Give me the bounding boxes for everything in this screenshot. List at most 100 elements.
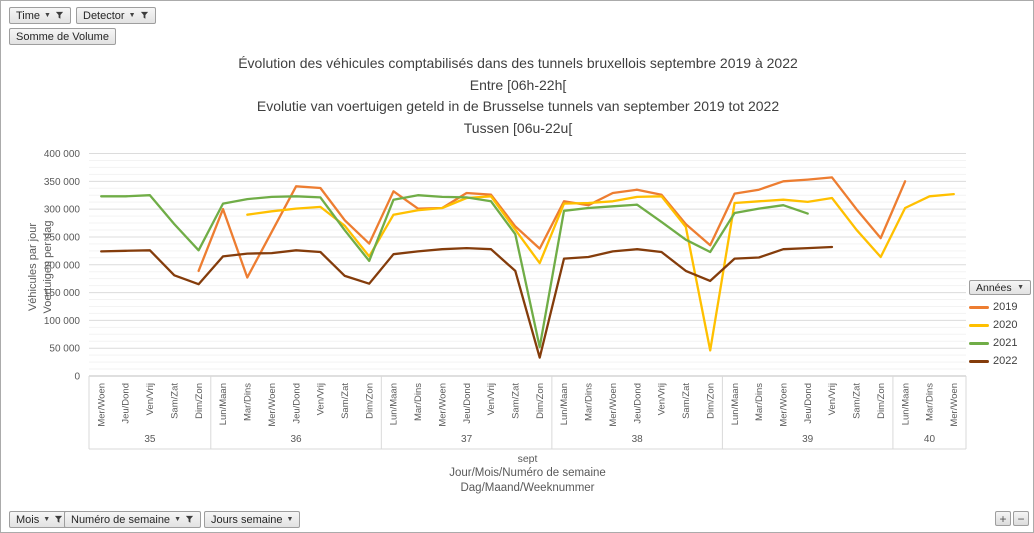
- filter-button-jours-label: Jours semaine: [211, 513, 283, 526]
- filter-button-mois-label: Mois: [16, 513, 40, 526]
- category-label: Dim/Zon: [364, 383, 375, 419]
- y-tick-label: 400 000: [44, 149, 81, 160]
- legend-item-2021: 2021: [969, 334, 1031, 352]
- legend-item-2020: 2020: [969, 316, 1031, 334]
- y-axis-title: Véhicules par jour Voertuigen per dag: [26, 221, 56, 314]
- category-label: Jeu/Dond: [121, 383, 132, 424]
- filter-funnel-icon: [55, 11, 64, 19]
- category-label: Mar/Dins: [413, 383, 424, 421]
- expand-button[interactable]: +: [995, 511, 1011, 526]
- category-label: Mer/Woen: [778, 383, 789, 427]
- category-label: Mar/Dins: [243, 383, 254, 421]
- category-label: Mer/Woen: [267, 383, 278, 427]
- category-label: Sam/Zat: [681, 383, 692, 419]
- filter-button-numero-label: Numéro de semaine: [71, 513, 171, 526]
- legend-label-2021: 2021: [993, 337, 1018, 349]
- y-axis-title-line-2: Voertuigen per dag: [42, 220, 54, 314]
- y-tick-label: 0: [74, 372, 80, 383]
- y-tick-label: 350 000: [44, 177, 81, 188]
- category-label: Lun/Maan: [389, 383, 400, 425]
- week-number-label: 38: [632, 434, 644, 445]
- chart-title-line-3: Evolutie van voertuigen geteld in de Bru…: [256, 98, 780, 114]
- category-label: Lun/Maan: [559, 383, 570, 425]
- series-line-2021: [100, 194, 809, 349]
- filter-funnel-icon: [185, 515, 194, 523]
- legend-swatch-2022: [969, 359, 989, 363]
- dropdown-arrow-icon: ▼: [174, 516, 181, 523]
- legend-label-2020: 2020: [993, 319, 1018, 331]
- filter-button-numero-de-semaine[interactable]: Numéro de semaine ▼: [64, 511, 201, 528]
- x-axis-title-fr: Jour/Mois/Numéro de semaine: [449, 467, 606, 479]
- dropdown-arrow-icon: ▼: [44, 12, 51, 19]
- filter-button-time-label: Time: [16, 9, 41, 22]
- value-field-button[interactable]: Somme de Volume: [9, 28, 116, 45]
- category-label: Mar/Dins: [925, 383, 936, 421]
- filter-button-detector-label: Detector: [83, 9, 125, 22]
- series-line-2022: [100, 245, 834, 359]
- dropdown-arrow-icon: ▼: [286, 516, 294, 523]
- category-label: Jeu/Dond: [632, 383, 643, 424]
- week-number-label: 35: [144, 434, 156, 445]
- y-tick-label: 50 000: [49, 344, 80, 355]
- category-label: Mer/Woen: [437, 383, 448, 427]
- category-label: Lun/Maan: [218, 383, 229, 425]
- series-line-2020: [246, 192, 955, 352]
- category-label: Ven/Vrij: [657, 383, 668, 415]
- category-label: Ven/Vrij: [486, 383, 497, 415]
- category-label: Jeu/Dond: [803, 383, 814, 424]
- chart-title-line-2: Entre [06h-22h[: [469, 77, 567, 93]
- legend-item-2019: 2019: [969, 298, 1031, 316]
- chart-title-line-4: Tussen [06u-22u[: [463, 120, 573, 136]
- filter-button-mois[interactable]: Mois ▼: [9, 511, 71, 528]
- plus-icon: +: [999, 511, 1007, 526]
- legend-filter-button-annees[interactable]: Années ▼: [969, 280, 1031, 295]
- category-label: Sam/Zat: [169, 383, 180, 419]
- filter-button-time[interactable]: Time ▼: [9, 7, 71, 24]
- legend: Années ▼ 2019 2020 2021 2022: [969, 280, 1031, 370]
- filter-button-jours-semaine[interactable]: Jours semaine ▼: [204, 511, 301, 528]
- legend-filter-label: Années: [976, 281, 1012, 294]
- filter-button-detector[interactable]: Detector ▼: [76, 7, 156, 24]
- minus-icon: −: [1017, 511, 1025, 526]
- week-number-label: 37: [461, 434, 473, 445]
- legend-item-2022: 2022: [969, 352, 1031, 370]
- week-number-label: 36: [291, 434, 303, 445]
- category-label: Mer/Woen: [608, 383, 619, 427]
- category-label: Sam/Zat: [511, 383, 522, 419]
- category-label: Dim/Zon: [194, 383, 205, 419]
- x-axis-title-nl: Dag/Maand/Weeknummer: [460, 482, 595, 494]
- category-label: Dim/Zon: [535, 383, 546, 419]
- dropdown-arrow-icon: ▼: [43, 516, 51, 523]
- legend-swatch-2021: [969, 341, 989, 345]
- series-line-2019: [197, 176, 907, 279]
- category-label: Ven/Vrij: [145, 383, 156, 415]
- week-number-label: 40: [924, 434, 936, 445]
- category-label: Sam/Zat: [852, 383, 863, 419]
- dropdown-arrow-icon: ▼: [1017, 284, 1024, 291]
- category-label: Ven/Vrij: [827, 383, 838, 415]
- legend-swatch-2019: [969, 305, 989, 309]
- category-label: Mer/Woen: [96, 383, 107, 427]
- dropdown-arrow-icon: ▼: [128, 12, 136, 19]
- filter-funnel-icon: [140, 11, 148, 19]
- collapse-button[interactable]: −: [1013, 511, 1029, 526]
- category-label: Mer/Woen: [949, 383, 960, 427]
- y-tick-label: 100 000: [44, 316, 81, 327]
- category-label: Jeu/Dond: [462, 383, 473, 424]
- category-label: Sam/Zat: [340, 383, 351, 419]
- filter-funnel-icon: [55, 515, 63, 523]
- x-axis-month-label: sept: [517, 453, 538, 465]
- y-axis-title-line-1: Véhicules par jour: [27, 222, 39, 312]
- legend-label-2019: 2019: [993, 301, 1018, 313]
- chart-title-line-1: Évolution des véhicules comptabilisés da…: [238, 55, 798, 71]
- category-label: Jeu/Dond: [291, 383, 302, 424]
- category-label: Mar/Dins: [584, 383, 595, 421]
- category-label: Lun/Maan: [900, 383, 911, 425]
- legend-swatch-2020: [969, 323, 989, 327]
- category-label: Ven/Vrij: [316, 383, 327, 415]
- value-field-label: Somme de Volume: [16, 30, 109, 43]
- y-tick-label: 300 000: [44, 205, 81, 216]
- legend-label-2022: 2022: [993, 355, 1018, 367]
- category-label: Lun/Maan: [730, 383, 741, 425]
